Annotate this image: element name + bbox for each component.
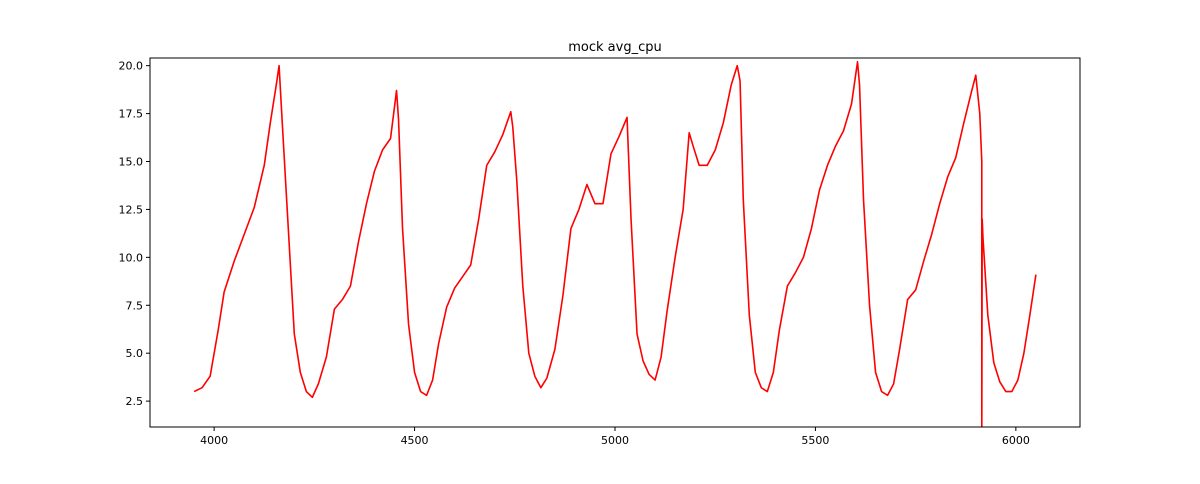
x-tick-label: 4500 xyxy=(401,434,429,447)
x-tick-label: 5500 xyxy=(801,434,829,447)
y-tick-label: 10.0 xyxy=(119,251,144,264)
chart-title: mock avg_cpu xyxy=(568,40,661,55)
y-tick-label: 17.5 xyxy=(119,108,144,121)
x-tick-label: 6000 xyxy=(1002,434,1030,447)
x-tick-label: 4000 xyxy=(200,434,228,447)
y-tick-label: 2.5 xyxy=(126,395,144,408)
plot-area xyxy=(193,61,1037,427)
axes: 4000 4500 5000 5500 6000 2.5 5.0 7.5 10.0 12.5 15.… xyxy=(119,57,1081,447)
y-tick-label: 12.5 xyxy=(119,203,144,216)
y-tick-label: 7.5 xyxy=(126,299,144,312)
y-tick-label: 5.0 xyxy=(126,347,144,360)
y-tick-label: 20.0 xyxy=(119,60,144,73)
series-line xyxy=(193,61,1037,427)
x-tick-label: 5000 xyxy=(601,434,629,447)
y-tick-label: 15.0 xyxy=(119,156,144,169)
